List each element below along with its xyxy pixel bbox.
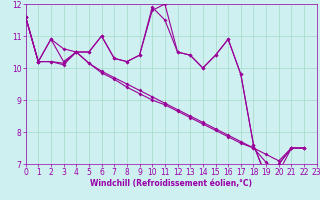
- X-axis label: Windchill (Refroidissement éolien,°C): Windchill (Refroidissement éolien,°C): [90, 179, 252, 188]
